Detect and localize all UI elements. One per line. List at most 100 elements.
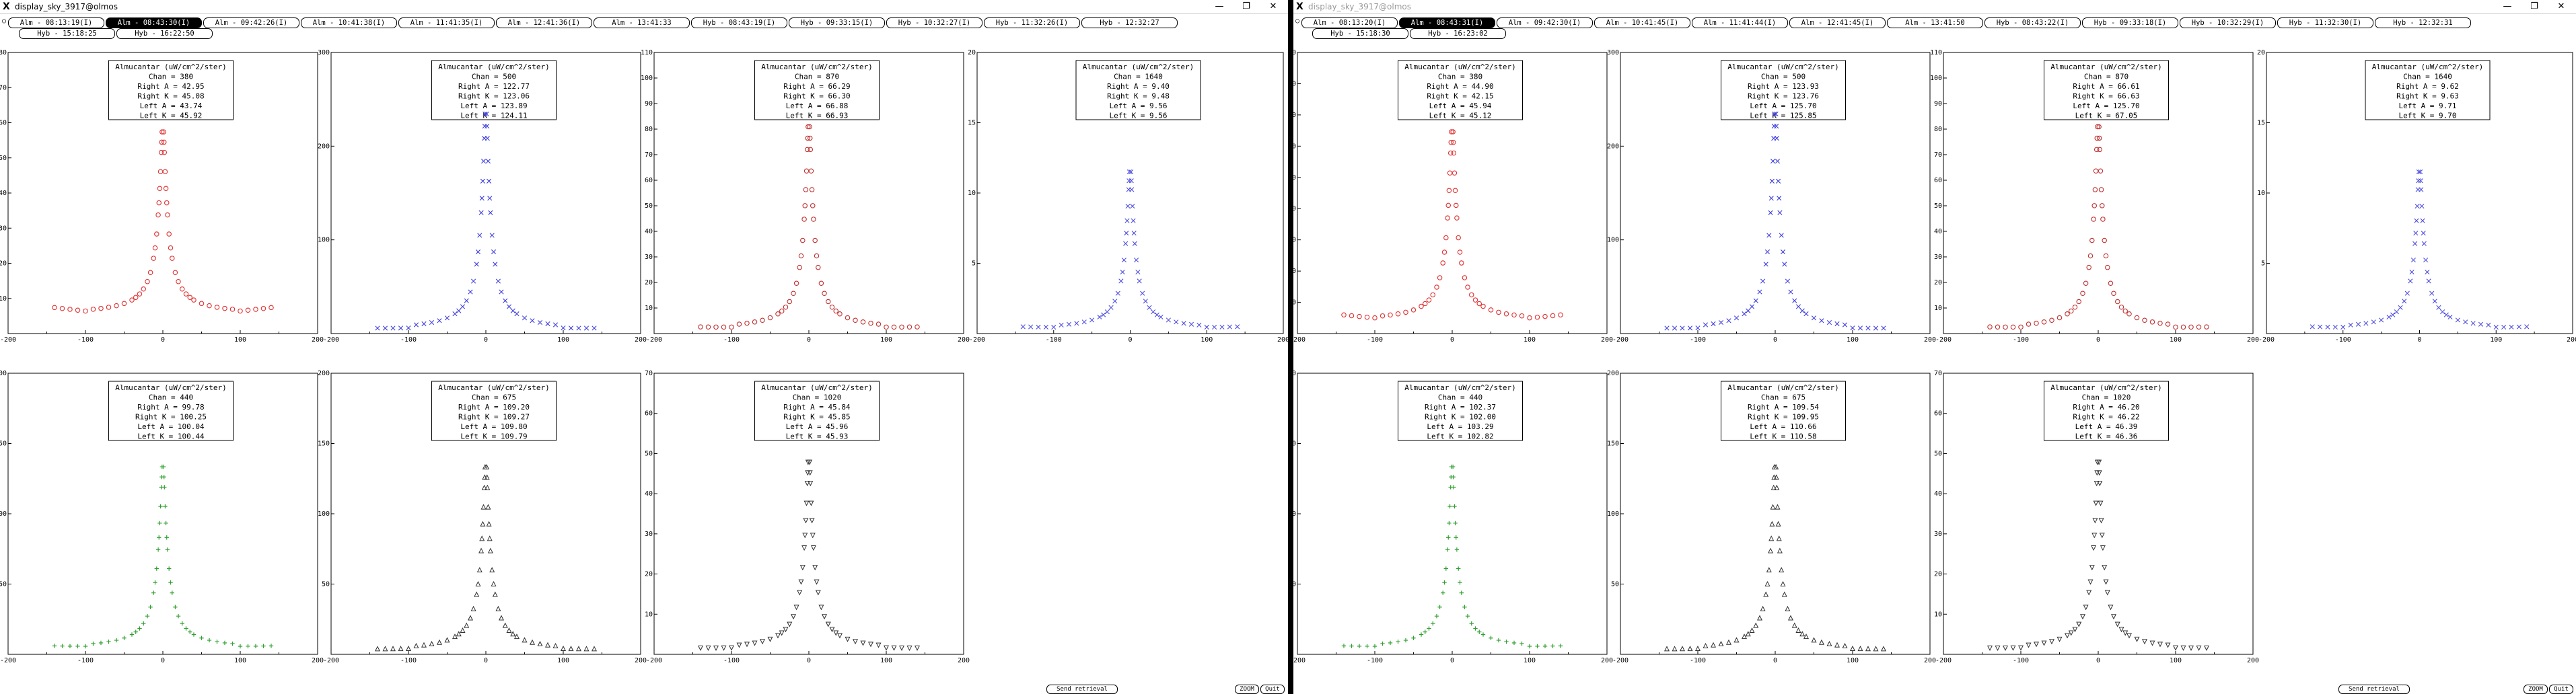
send-retrieval-button[interactable]: Send retrieval	[1046, 685, 1118, 694]
data-point	[1987, 645, 1993, 652]
data-point	[867, 642, 874, 648]
close-icon[interactable]: ✕	[2557, 1, 2565, 11]
tab-hyb-16-22-50[interactable]: Hyb - 16:22:50	[116, 28, 213, 39]
data-point	[1695, 325, 1701, 331]
data-point	[382, 325, 388, 331]
tab-alm-11-41-44-i[interactable]: Alm - 11:41:44(I)	[1692, 17, 1788, 28]
data-point	[2425, 269, 2430, 275]
tab-hyb-08-43-22-i[interactable]: Hyb - 08:43:22(I)	[1984, 17, 2081, 28]
data-point	[1349, 313, 1355, 319]
data-point	[803, 500, 810, 506]
right-titlebar[interactable]: X display_sky_3917@olmos — ❐ ✕	[1293, 0, 2576, 14]
quit-button[interactable]: Quit	[2549, 685, 2573, 694]
legend-box: Almucantar (uW/cm^2/ster)Chan = 500Right…	[1721, 60, 1846, 120]
tab-alm-08-13-20-i[interactable]: Alm - 08:13:20(I)	[1301, 17, 1398, 28]
data-point	[491, 580, 497, 586]
tab-alm-09-42-26-i[interactable]: Alm - 09:42:26(I)	[203, 17, 299, 28]
y-tick-label: 150	[1293, 440, 1296, 448]
data-point	[2102, 237, 2107, 243]
data-point	[2203, 645, 2210, 652]
data-point	[2443, 312, 2449, 317]
tab-alm-08-43-31-i[interactable]: Alm - 08:43:31(I)	[1399, 17, 1495, 28]
menu-glyph-icon[interactable]: ○	[1295, 17, 1300, 25]
tab-hyb-12-32-27[interactable]: Hyb - 12:32:27	[1081, 17, 1178, 28]
data-point	[809, 187, 815, 192]
data-point	[713, 324, 719, 330]
tab-hyb-15-18-30[interactable]: Hyb - 15:18:30	[1312, 28, 1408, 39]
y-tick-label: 40	[1934, 490, 1942, 498]
data-point	[164, 520, 168, 526]
data-point	[837, 311, 843, 317]
tab-alm-10-41-38-i[interactable]: Alm - 10:41:38(I)	[301, 17, 397, 28]
x-tick-label: 0	[161, 657, 165, 664]
tab-hyb-09-33-18-i[interactable]: Hyb - 09:33:18(I)	[2082, 17, 2178, 28]
menu-glyph-icon[interactable]: ○	[2, 17, 7, 25]
tab-hyb-16-23-02[interactable]: Hyb - 16:23:02	[1410, 28, 1506, 39]
data-point	[787, 299, 793, 305]
x-tick-label: -100	[400, 336, 417, 344]
tab-hyb-08-43-19-i[interactable]: Hyb - 08:43:19(I)	[691, 17, 787, 28]
data-point	[1442, 580, 1447, 585]
data-point	[2420, 218, 2425, 223]
tab-hyb-10-32-29-i[interactable]: Hyb - 10:32:29(I)	[2180, 17, 2276, 28]
y-tick-label: 70	[1293, 112, 1296, 119]
data-point	[1081, 319, 1087, 325]
data-point	[1480, 632, 1486, 637]
close-icon[interactable]: ✕	[1269, 1, 1277, 11]
tab-alm-12-41-45-i[interactable]: Alm - 12:41:45(I)	[1789, 17, 1886, 28]
data-point	[60, 644, 65, 648]
zoom-button[interactable]: ZOOM	[2524, 685, 2548, 694]
data-point	[807, 459, 813, 465]
data-point	[1380, 642, 1385, 646]
data-point	[1519, 313, 1525, 319]
data-point	[2470, 321, 2476, 326]
minimize-icon[interactable]: —	[2503, 1, 2512, 11]
legend-line: Right K = 109.27	[458, 413, 530, 422]
data-point	[479, 535, 485, 541]
data-point	[1785, 605, 1791, 611]
y-tick-label: 300	[1607, 49, 1619, 56]
maximize-icon[interactable]: ❐	[2530, 1, 2538, 11]
legend-box: Almucantar (uW/cm^2/ster)Chan = 870Right…	[754, 60, 880, 120]
minimize-icon[interactable]: —	[1215, 1, 1224, 11]
chart-panel-chan-675: 50 100 150 200 -200 -100 0 100 200 Almucantar (uW…	[1607, 370, 1936, 664]
tab-alm-11-41-35-i[interactable]: Alm - 11:41:35(I)	[398, 17, 495, 28]
y-tick-label: 40	[645, 490, 653, 498]
tab-hyb-10-32-27-i[interactable]: Hyb - 10:32:27(I)	[886, 17, 982, 28]
quit-button[interactable]: Quit	[1260, 685, 1285, 694]
tab-hyb-15-18-25[interactable]: Hyb - 15:18:25	[19, 28, 115, 39]
data-point	[238, 308, 243, 314]
tab-alm-13-41-33[interactable]: Alm - 13:41:33	[594, 17, 690, 28]
left-titlebar[interactable]: X display_sky_3917@olmos — ❐ ✕	[0, 0, 1288, 14]
data-point	[1473, 626, 1478, 631]
data-point	[1451, 150, 1457, 156]
data-point	[1158, 314, 1164, 320]
tab-alm-08-43-30-i[interactable]: Alm - 08:43:30(I)	[106, 17, 202, 28]
y-tick-label: 60	[1293, 143, 1296, 150]
tab-hyb-11-32-26-i[interactable]: Hyb - 11:32:26(I)	[984, 17, 1080, 28]
data-point	[1126, 178, 1132, 184]
data-point	[1097, 314, 1102, 320]
data-point	[2041, 319, 2047, 325]
tab-alm-12-41-36-i[interactable]: Alm - 12:41:36(I)	[496, 17, 592, 28]
tab-alm-13-41-50[interactable]: Alm - 13:41:50	[1887, 17, 1983, 28]
y-tick-label: 50	[645, 202, 653, 210]
data-point	[845, 636, 851, 642]
data-point	[1763, 591, 1769, 597]
data-point	[808, 500, 814, 506]
legend-line: Chan = 440	[1438, 393, 1482, 402]
tab-hyb-09-33-15-i[interactable]: Hyb - 09:33:15(I)	[789, 17, 885, 28]
zoom-button[interactable]: ZOOM	[1235, 685, 1259, 694]
tab-alm-08-13-19-i[interactable]: Alm - 08:13:19(I)	[8, 17, 104, 28]
data-point	[83, 644, 88, 649]
y-tick-label: 200	[318, 370, 330, 377]
tab-hyb-11-32-30-i[interactable]: Hyb - 11:32:30(I)	[2277, 17, 2373, 28]
tab-alm-10-41-45-i[interactable]: Alm - 10:41:45(I)	[1594, 17, 1690, 28]
send-retrieval-button[interactable]: Send retrieval	[2338, 685, 2410, 694]
tab-alm-09-42-30-i[interactable]: Alm - 09:42:30(I)	[1497, 17, 1593, 28]
maximize-icon[interactable]: ❐	[1242, 1, 1250, 11]
data-point	[155, 547, 161, 552]
legend-line: Left K = 46.36	[2075, 432, 2138, 441]
tab-hyb-12-32-31[interactable]: Hyb - 12:32:31	[2375, 17, 2471, 28]
data-point	[1672, 646, 1678, 652]
